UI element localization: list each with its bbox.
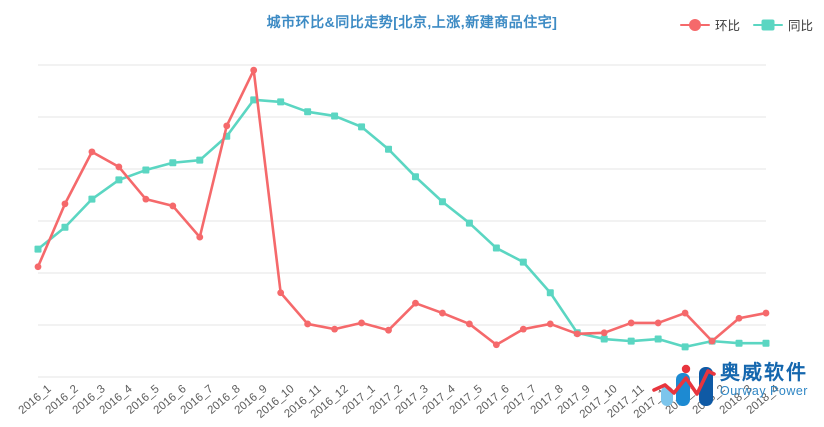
legend-item-tongbi[interactable]: 同比 — [752, 15, 813, 34]
legend-label: 环比 — [714, 19, 740, 33]
watermark-en-text: Ourway Power — [720, 384, 808, 398]
watermark-logo: 奥威软件 Ourway Power — [652, 363, 808, 409]
line-circle-marker-icon — [679, 18, 710, 31]
legend-label: 同比 — [787, 19, 813, 33]
legend: 环比 同比 — [679, 15, 813, 34]
legend-item-huanbi[interactable]: 环比 — [679, 15, 740, 34]
watermark-text: 奥威软件 Ourway Power — [720, 363, 808, 398]
chart-title: 城市环比&同比走势[北京,上涨,新建商品住宅] — [266, 14, 558, 30]
line-square-marker-icon — [752, 18, 783, 31]
ourway-logo-icon — [652, 364, 716, 406]
watermark-cn-text: 奥威软件 — [720, 362, 808, 384]
